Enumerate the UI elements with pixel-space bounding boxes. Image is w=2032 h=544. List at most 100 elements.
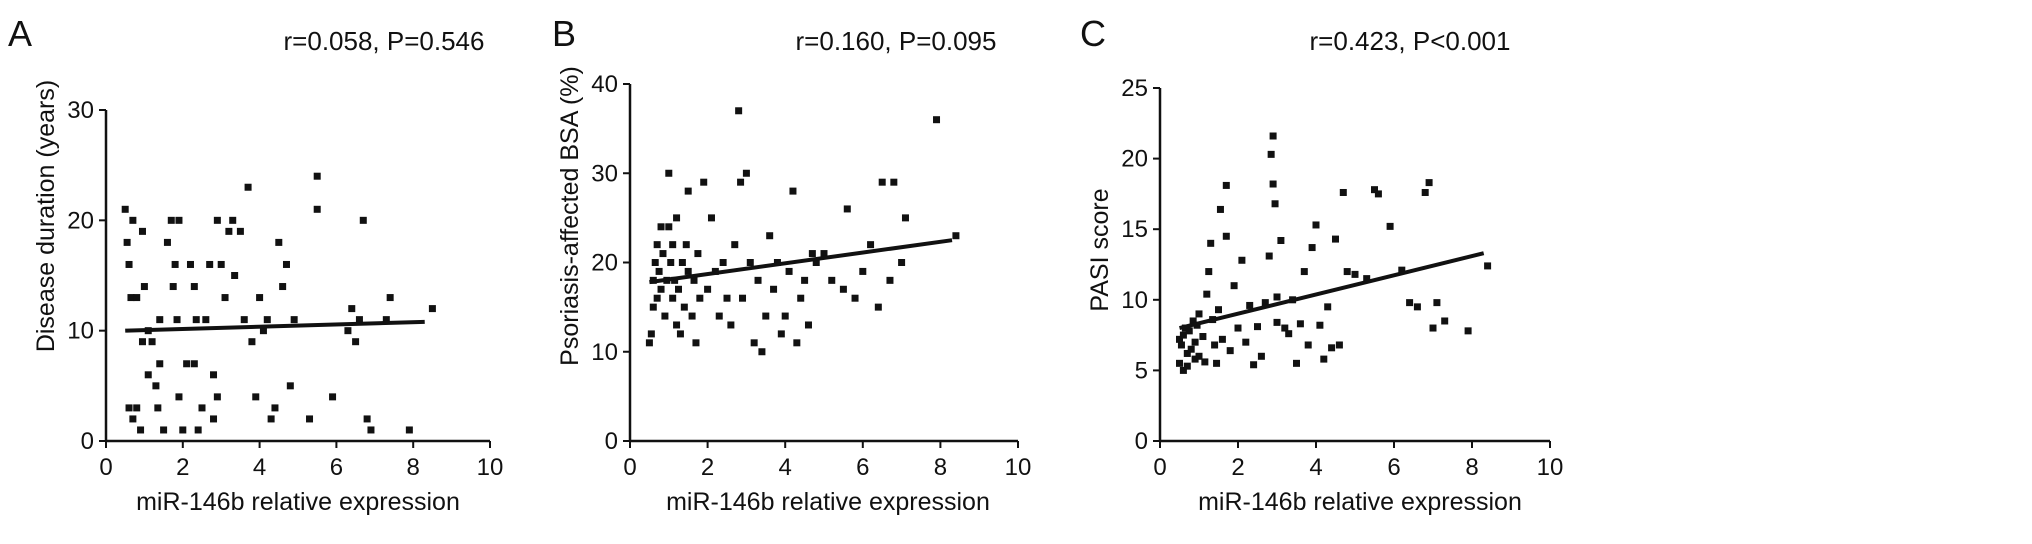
data-point [878,178,886,186]
data-point [1199,333,1207,341]
data-point [179,426,187,434]
data-point [653,294,661,302]
data-point [1285,330,1293,338]
data-point [678,259,686,266]
data-point [1273,318,1281,326]
data-point [1308,244,1316,252]
data-point [859,267,867,275]
data-point [1300,268,1308,276]
data-point [1261,299,1269,307]
y-tick-label: 20 [1121,146,1148,173]
x-tick-label: 4 [779,454,792,481]
data-point [386,294,394,302]
data-point [263,316,271,324]
data-point [657,223,665,231]
data-point [766,232,774,240]
y-tick-label: 5 [1135,357,1148,384]
data-point [279,283,287,291]
y-tick-label: 0 [1135,428,1148,455]
y-tick-label: 15 [1121,216,1148,243]
data-point [653,241,661,249]
x-axis-label: miR-146b relative expression [136,488,460,516]
data-point [1343,268,1351,276]
y-tick-label: 40 [591,71,618,98]
data-point [1201,358,1209,366]
data-point [676,330,684,338]
data-point [129,415,137,423]
panel-letter: A [8,13,32,54]
data-point [129,216,137,224]
data-point [190,283,198,291]
data-point [138,227,146,235]
data-point [731,241,739,249]
data-point [1191,355,1199,363]
data-point [1179,366,1187,374]
data-point [1191,338,1199,346]
data-point [154,404,162,412]
data-point [1254,323,1261,331]
data-point [194,426,202,434]
data-point [175,216,183,224]
data-point [229,216,237,224]
data-point [1406,299,1414,307]
data-point [886,276,894,284]
data-point [1195,310,1203,318]
data-point [363,415,371,423]
y-tick-label: 25 [1121,75,1148,102]
data-point [138,338,146,346]
data-point [186,260,194,268]
data-point [282,260,290,268]
data-point [286,382,294,390]
data-point [785,267,793,275]
data-point [1183,349,1191,357]
data-point [750,339,758,347]
data-point [820,250,828,258]
data-point [367,426,375,434]
data-point [1269,132,1277,140]
data-point [715,312,723,320]
data-point [1250,361,1258,369]
y-tick-label: 10 [591,339,618,366]
data-point [313,172,321,180]
data-point [1216,205,1224,213]
data-point [684,187,692,195]
data-point [267,415,275,423]
data-point [171,260,179,268]
data-point [707,214,715,222]
data-point [1246,301,1254,309]
data-point [762,312,770,320]
data-point [1215,306,1222,314]
data-point [690,276,698,284]
data-point [1203,290,1211,298]
data-point [1429,324,1437,332]
data-point [793,339,801,347]
data-point [1185,327,1193,335]
data-point [148,338,156,346]
x-tick-label: 4 [253,454,266,481]
y-axis-label: PASI score [1086,188,1114,311]
data-point [405,426,413,434]
data-point [152,382,160,390]
data-point [348,305,356,313]
panel-stats: r=0.423, P<0.001 [1310,26,1511,56]
x-tick-label: 2 [176,454,189,481]
data-point [843,205,851,213]
data-point [133,294,141,302]
data-point [901,214,909,222]
data-point [1176,359,1183,367]
data-point [851,294,859,302]
data-point [1421,188,1429,196]
data-point [127,294,135,302]
y-tick-label: 30 [591,160,618,187]
data-point [1312,221,1320,229]
data-point [1324,303,1332,311]
y-tick-label: 20 [591,250,618,277]
data-point [680,303,688,311]
data-point [655,267,663,275]
data-point [144,371,152,379]
data-point [252,393,260,401]
data-point [1441,317,1449,325]
data-point [192,316,200,324]
data-point [202,316,210,324]
data-point [1205,268,1213,276]
